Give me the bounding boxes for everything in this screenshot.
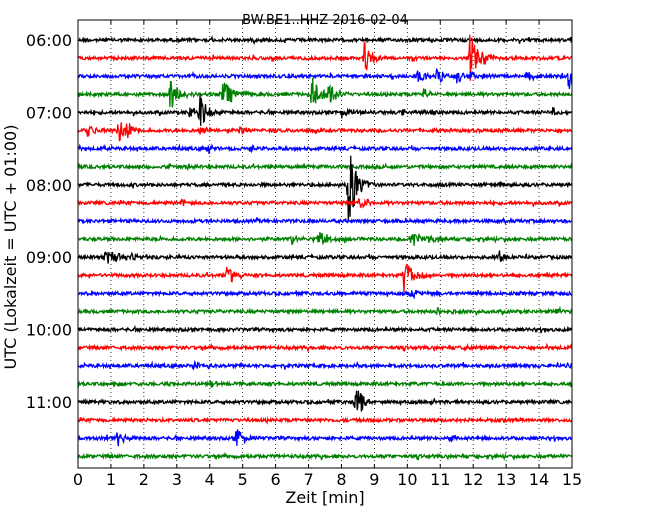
- x-tick-label: 0: [73, 470, 83, 489]
- seismic-trace-0730: [78, 143, 572, 154]
- seismic-trace-0845: [78, 231, 572, 246]
- seismic-trace-0700: [78, 93, 572, 126]
- x-tick-label: 14: [529, 470, 549, 489]
- y-tick-label: 11:00: [26, 393, 72, 412]
- x-tick-label: 12: [463, 470, 483, 489]
- seismic-trace-1130: [78, 429, 572, 447]
- seismic-trace-0945: [78, 305, 572, 317]
- x-tick-label: 2: [139, 470, 149, 489]
- x-tick-label: 15: [562, 470, 582, 489]
- chart-title: BW.BE1..HHZ 2016-02-04: [242, 13, 408, 28]
- seismic-trace-0715: [78, 122, 572, 142]
- seismic-trace-1115: [78, 416, 572, 425]
- x-tick-label: 6: [271, 470, 281, 489]
- x-tick-label: 11: [430, 470, 450, 489]
- seismic-trace-0645: [78, 77, 572, 108]
- seismic-trace-1030: [78, 359, 572, 371]
- seismic-trace-1015: [78, 342, 572, 352]
- axis-ticks: 0 1 2 3 4 5 6 7 8 9 10 11 12 13 14 1506:0007:0008:0009:…: [26, 20, 582, 489]
- x-tick-label: 13: [496, 470, 516, 489]
- x-tick-label: 8: [336, 470, 346, 489]
- y-tick-label: 08:00: [26, 176, 72, 195]
- x-tick-label: 9: [369, 470, 379, 489]
- x-tick-label: 7: [303, 470, 313, 489]
- seismic-trace-0915: [78, 263, 572, 293]
- seismic-trace-0800: [78, 155, 572, 222]
- seismic-trace-0815: [78, 198, 572, 209]
- seismic-trace-1000: [78, 324, 572, 334]
- y-tick-label: 09:00: [26, 248, 72, 267]
- y-tick-label: 07:00: [26, 103, 72, 122]
- x-tick-label: 4: [205, 470, 215, 489]
- plot-frame: [77, 19, 573, 469]
- seismic-trace-0900: [78, 250, 572, 264]
- y-axis-label: UTC (Lokalzeit = UTC + 01:00): [1, 125, 20, 370]
- x-tick-label: 3: [172, 470, 182, 489]
- x-tick-label: 10: [397, 470, 417, 489]
- trace-group: [78, 34, 572, 462]
- x-tick-label: 5: [238, 470, 248, 489]
- seismic-trace-0930: [78, 289, 572, 300]
- seismic-trace-0830: [78, 216, 572, 226]
- x-tick-label: 1: [106, 470, 116, 489]
- seismic-trace-0745: [78, 162, 572, 172]
- seismic-trace-0630: [78, 68, 572, 89]
- seismic-trace-0615: [78, 34, 572, 81]
- vertical-grid: [110, 20, 540, 468]
- seismic-trace-1045: [78, 380, 572, 389]
- y-tick-label: 10:00: [26, 321, 72, 340]
- seismic-trace-0600: [78, 35, 572, 46]
- seismic-trace-1145: [78, 451, 572, 462]
- x-axis-label: Zeit [min]: [285, 488, 364, 507]
- y-tick-label: 06:00: [26, 31, 72, 50]
- seismic-trace-1100: [78, 390, 572, 412]
